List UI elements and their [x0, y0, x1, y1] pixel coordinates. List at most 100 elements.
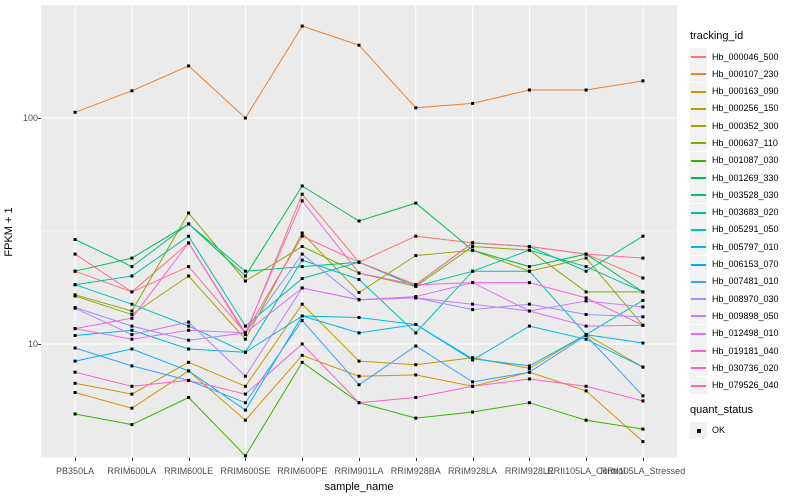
x-tick-label-RRII105LA_Control: RRII105LA_Control: [547, 466, 626, 476]
data-point: [300, 252, 304, 256]
line-swatch-icon: [691, 159, 706, 162]
data-point: [471, 245, 475, 248]
data-point: [471, 384, 475, 388]
data-point: [527, 309, 531, 313]
data-point: [187, 369, 191, 373]
data-point: [300, 231, 304, 235]
legend-item-label: Hb_009898_050: [712, 310, 779, 321]
data-point: [73, 293, 77, 297]
x-tick-label-PB350LA: PB350LA: [56, 466, 95, 476]
line-swatch-icon: [691, 298, 706, 301]
data-point: [73, 334, 77, 337]
data-point: [641, 427, 645, 431]
data-point: [414, 363, 418, 367]
data-point: [584, 384, 588, 388]
data-point: [130, 324, 134, 328]
data-point: [527, 366, 531, 370]
line-swatch-icon: [691, 280, 706, 283]
legend-key-line-icon: [690, 151, 707, 169]
data-point: [243, 374, 247, 378]
legend: tracking_id Hb_000046_500 Hb_000107_230 Hb…: [690, 30, 798, 439]
legend-key-line-icon: [690, 48, 707, 65]
legend-key-line-icon: [690, 99, 707, 117]
data-point: [527, 265, 531, 269]
legend-item-label: Hb_005291_050: [712, 224, 779, 235]
data-point: [584, 269, 588, 273]
line-swatch-icon: [691, 73, 706, 76]
legend-item-ok: OK: [690, 421, 798, 439]
data-point: [300, 234, 304, 238]
data-point: [130, 337, 134, 341]
legend-item-Hb_009898_050: Hb_009898_050: [690, 307, 798, 325]
data-point: [641, 79, 645, 83]
data-point: [641, 234, 645, 238]
data-point: [300, 258, 304, 262]
data-point: [584, 299, 588, 303]
x-tick-mark: [415, 458, 417, 461]
data-point: [130, 290, 134, 294]
legend-title-tracking-id: tracking_id: [690, 30, 744, 42]
line-swatch-icon: [691, 90, 706, 93]
x-tick-mark: [472, 458, 474, 461]
data-point: [243, 333, 247, 337]
data-point: [471, 380, 475, 384]
legend-item-Hb_030736_020: Hb_030736_020: [690, 359, 798, 377]
legend-item-Hb_000107_230: Hb_000107_230: [690, 65, 798, 83]
data-point: [641, 276, 645, 280]
legend-item-Hb_012498_010: Hb_012498_010: [690, 324, 798, 342]
legend-item-label: Hb_003683_020: [712, 207, 779, 218]
data-point: [584, 337, 588, 341]
plot-panel: [41, 5, 677, 458]
legend-item-Hb_001087_030: Hb_001087_030: [690, 151, 798, 169]
legend-item-Hb_005797_010: Hb_005797_010: [690, 238, 798, 256]
legend-item-Hb_000046_500: Hb_000046_500: [690, 48, 798, 65]
legend-item-Hb_001269_330: Hb_001269_330: [690, 169, 798, 187]
legend-key-line-icon: [690, 324, 707, 342]
data-point: [357, 374, 361, 378]
legend-item-label: Hb_079526_040: [712, 380, 779, 391]
x-tick-mark: [529, 458, 531, 461]
x-tick-mark: [586, 458, 588, 461]
data-point: [300, 319, 304, 322]
data-point: [414, 396, 418, 399]
data-point: [130, 313, 134, 316]
data-point: [527, 377, 531, 381]
data-point: [130, 347, 134, 351]
data-point: [584, 296, 588, 300]
data-point: [73, 110, 77, 114]
legend-item-label: Hb_012498_010: [712, 328, 779, 339]
data-point: [73, 327, 77, 331]
data-point: [641, 256, 645, 260]
x-tick-mark: [245, 458, 247, 461]
data-point: [357, 291, 361, 294]
line-swatch-icon: [691, 350, 706, 353]
data-point: [527, 370, 531, 374]
legend-item-label: Hb_008970_030: [712, 293, 779, 304]
data-point: [73, 412, 77, 416]
data-point: [300, 277, 304, 280]
legend-key-line-icon: [690, 359, 707, 377]
chart-svg: [41, 5, 677, 458]
legend-item-Hb_003528_030: Hb_003528_030: [690, 186, 798, 204]
data-point: [641, 365, 645, 369]
data-point: [641, 290, 645, 294]
legend-item-Hb_000163_090: Hb_000163_090: [690, 82, 798, 100]
x-axis-title: sample_name: [324, 481, 394, 493]
data-point: [187, 324, 191, 328]
legend-key-line-icon: [690, 134, 707, 152]
data-point: [243, 331, 247, 335]
data-point: [130, 423, 134, 427]
data-point: [130, 384, 134, 388]
x-tick-label-RRII105LA_Stressed: RRII105LA_Stressed: [600, 466, 686, 476]
data-point: [130, 392, 134, 396]
data-point: [130, 309, 134, 313]
data-point: [527, 302, 531, 306]
legend-item-Hb_007481_010: Hb_007481_010: [690, 272, 798, 290]
legend-item-Hb_000637_110: Hb_000637_110: [690, 134, 798, 152]
data-point: [73, 346, 77, 350]
data-point: [300, 245, 304, 248]
data-point: [73, 238, 77, 241]
data-point: [187, 320, 191, 324]
data-point: [187, 64, 191, 68]
data-point: [414, 416, 418, 420]
